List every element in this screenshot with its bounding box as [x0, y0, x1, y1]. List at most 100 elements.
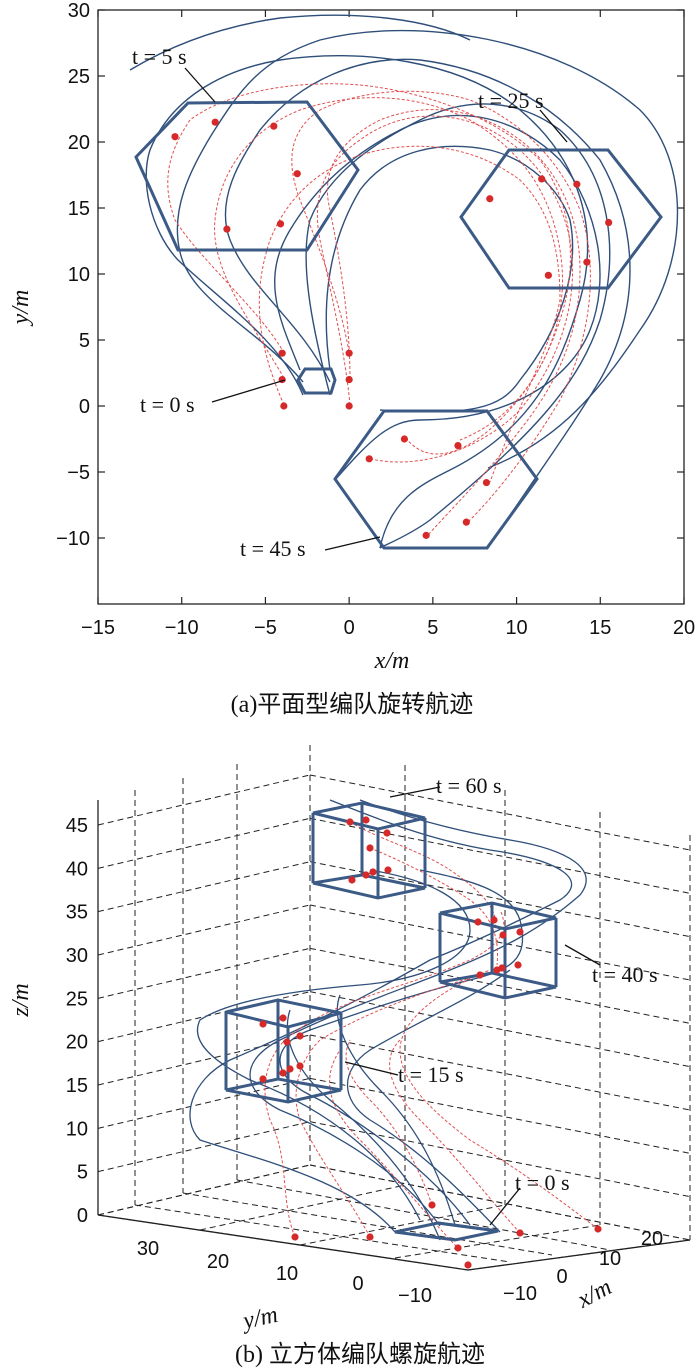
agent-point-3d [291, 1233, 299, 1241]
plot-b-ylabel: y/m [239, 1302, 280, 1335]
plane-formation-plot: −15 −10 −5 0 5 10 15 20 −10 −5 0 5 10 15 20 25 30 [8, 0, 695, 718]
plot-b-z-gridlines [97, 774, 691, 1241]
agent-point-3d [259, 1020, 267, 1028]
plot-b-annotation-leaders [344, 786, 601, 1226]
z-gridline-right [309, 774, 691, 851]
agent-point [211, 118, 219, 126]
plot-a-annotation-leaders [184, 67, 568, 551]
y3d-tick-label: 0 [352, 1273, 363, 1295]
z-gridline-left [97, 861, 311, 913]
y-tick-label: 10 [68, 264, 90, 286]
agent-point-3d [348, 876, 356, 884]
agent-point [345, 402, 353, 410]
y3d-tick-label: 20 [207, 1251, 229, 1273]
z-gridline-left [97, 947, 311, 999]
z-tick-label: 30 [66, 945, 88, 967]
x3d-tick-label: 0 [556, 1266, 567, 1288]
agent-point [278, 349, 286, 357]
z-gridline-right [309, 904, 691, 981]
plot-a-red-trajectories [167, 83, 591, 537]
agent-point [276, 220, 285, 228]
y-tick-label: 25 [68, 66, 90, 88]
z-gridline-left [97, 904, 311, 956]
cube-t40 [438, 901, 558, 1000]
z-gridline-right [309, 991, 691, 1068]
agent-point [293, 170, 301, 178]
z-gridline-right [309, 1077, 691, 1154]
z-tick-label: 45 [66, 815, 88, 837]
z-tick-label: 10 [66, 1118, 88, 1140]
z-tick-label: 20 [66, 1032, 88, 1054]
agent-point [171, 133, 179, 141]
y3d-tick-label: −10 [398, 1285, 432, 1307]
agent-point [280, 402, 288, 410]
agent-point [583, 258, 591, 266]
agent-point-3d [369, 868, 377, 876]
z-tick-label: 0 [77, 1205, 88, 1227]
x-tick-label: −5 [254, 617, 277, 639]
x3d-tick-label: 10 [599, 1248, 621, 1270]
y-tick-label: 20 [68, 132, 90, 154]
agent-point-3d [454, 1244, 462, 1252]
agent-point-3d [362, 816, 370, 824]
x-tick-label: 5 [427, 617, 438, 639]
annotation-t5: t = 5 s [132, 44, 187, 69]
x3d-tick-label: −10 [503, 1283, 537, 1305]
agent-point-3d [514, 961, 522, 969]
z-gridline-right [309, 1034, 691, 1111]
annotation-t40: t = 40 s [592, 962, 658, 987]
z-gridline-right [309, 947, 691, 1024]
annotation-t15: t = 15 s [398, 1062, 464, 1087]
agent-point-3d [279, 1014, 287, 1022]
z-tick-label: 25 [66, 988, 88, 1010]
agent-point [270, 122, 278, 130]
z-tick-label: 5 [77, 1162, 88, 1184]
agent-point [345, 349, 353, 357]
agent-point-3d [362, 871, 370, 879]
cube-formation-plot: 0 5 10 15 20 25 30 35 40 45 30 20 10 0 −10 −10 0 10 20 [8, 745, 691, 1368]
hexagon-t5 [134, 100, 360, 252]
plot-b-axis-lines [97, 800, 691, 1271]
x3d-tick-label: 20 [641, 1228, 663, 1250]
z-tick-label: 15 [66, 1075, 88, 1097]
agent-point-3d [384, 866, 392, 874]
x-tick-label: 20 [673, 617, 695, 639]
agent-point-3d [383, 829, 391, 837]
agent-point-3d [516, 1229, 524, 1237]
annotation-t60: t = 60 s [436, 773, 502, 798]
agent-point-3d [366, 844, 374, 852]
agent-point-3d [476, 971, 484, 979]
z-gridline-right [309, 817, 691, 894]
plot-a-caption: (a)平面型编队旋转航迹 [231, 691, 474, 718]
agent-point-3d [296, 1032, 304, 1040]
z-tick-label: 40 [66, 858, 88, 880]
y-tick-label: 30 [68, 0, 90, 22]
agent-point-3d [428, 1201, 436, 1209]
y-tick-label: 0 [79, 396, 90, 418]
z-gridline-left [97, 774, 311, 826]
plot-b-caption: (b) 立方体编队螺旋航迹 [235, 1341, 485, 1368]
agent-point-3d [516, 928, 524, 936]
hexagon-t25 [459, 148, 663, 290]
z-gridline-left [97, 1121, 311, 1173]
cube-t60 [311, 801, 427, 900]
annotation-t45: t = 45 s [240, 536, 306, 561]
y-tick-label: 15 [68, 198, 90, 220]
agent-point [486, 195, 494, 203]
z-gridline-left [97, 817, 311, 869]
agent-point [605, 218, 613, 227]
agent-point-3d [464, 1261, 472, 1269]
y-tick-label: 5 [79, 330, 90, 352]
agent-point-3d [279, 1069, 287, 1077]
plot-b-zlabel: z/m [8, 983, 34, 1017]
agent-point [538, 175, 546, 183]
agent-point-3d [474, 918, 482, 926]
plot-b-agents [259, 816, 602, 1269]
hexagon-t0 [296, 367, 337, 395]
agent-point [454, 442, 462, 450]
agent-point-3d [296, 1062, 304, 1070]
hexagon-t45 [333, 409, 539, 550]
agent-point [482, 478, 491, 487]
cube-t0 [394, 1221, 499, 1242]
